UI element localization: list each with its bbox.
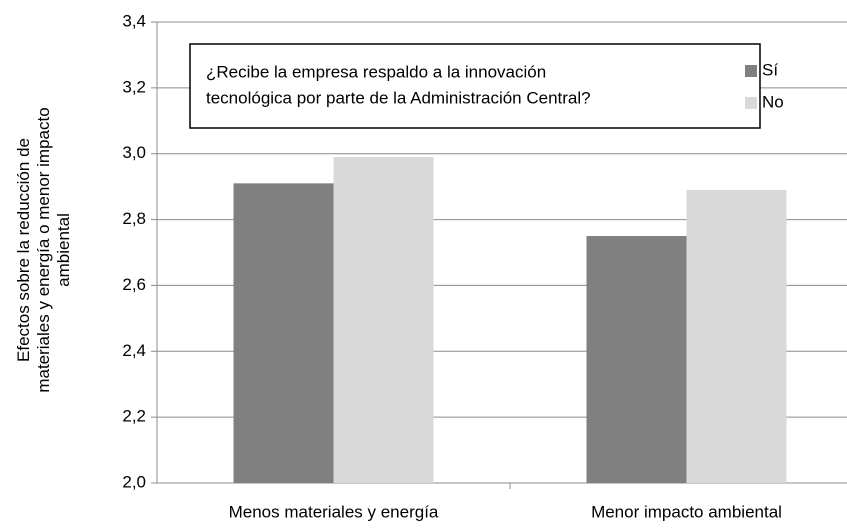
y-axis-label-line: Efectos sobre la reducción de (14, 138, 33, 362)
y-axis-label: Efectos sobre la reducción demateriales … (14, 107, 73, 392)
bar (333, 157, 434, 483)
y-axis-label-line: materiales y energía o menor impacto (34, 107, 53, 392)
y-axis-label-line: ambiental (54, 213, 73, 287)
y-tick-label: 2,2 (122, 407, 146, 426)
x-tick-label: Menos materiales y energía (229, 502, 439, 521)
legend-label: Sí (762, 60, 778, 79)
bar (686, 189, 787, 483)
legend-title: tecnológica por parte de la Administraci… (206, 88, 591, 107)
y-tick-label: 2,8 (122, 209, 146, 228)
y-tick-label: 3,2 (122, 77, 146, 96)
legend-swatch (745, 97, 757, 109)
legend-title: ¿Recibe la empresa respaldo a la innovac… (206, 62, 546, 81)
bar (233, 183, 334, 483)
bar (586, 236, 687, 483)
y-tick-label: 2,6 (122, 275, 146, 294)
y-tick-label: 2,0 (122, 472, 146, 491)
legend-label: No (762, 92, 784, 111)
y-tick-label: 3,4 (122, 11, 146, 30)
legend-box (189, 43, 761, 129)
x-tick-label: Menor impacto ambiental (591, 502, 782, 521)
y-tick-label: 3,0 (122, 143, 146, 162)
y-tick-label: 2,4 (122, 341, 146, 360)
legend-swatch (745, 65, 757, 77)
